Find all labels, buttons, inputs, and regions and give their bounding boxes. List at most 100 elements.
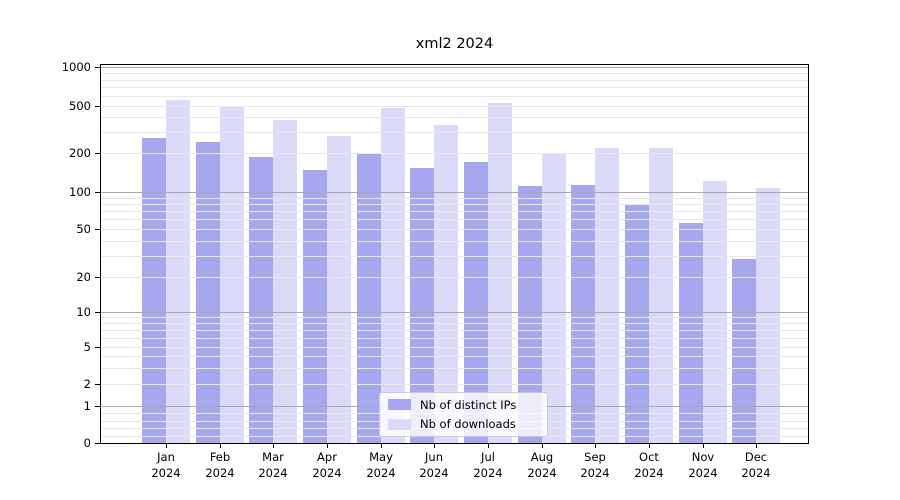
bar-downloads-may [380,108,405,443]
y-axis-tick-label: 10 [76,305,91,319]
y-axis-tick-label: 0 [83,436,91,450]
bar-distinct-ips-sep [571,185,596,443]
minor-gridline [101,356,808,357]
y-axis-tick [95,106,100,107]
minor-gridline [101,323,808,324]
x-axis-tick-label: Jan 2024 [151,450,181,480]
bar-distinct-ips-dec [732,259,757,443]
x-axis-tick-label: Apr 2024 [312,450,342,480]
minor-gridline [101,338,808,339]
legend: Nb of distinct IPs Nb of downloads [379,392,548,437]
minor-gridline [101,219,808,220]
y-axis-tick-label: 50 [76,222,91,236]
minor-gridline [101,132,808,133]
legend-item-downloads: Nb of downloads [388,415,539,435]
y-axis-tick-label: 20 [76,270,91,284]
y-axis-tick-label: 5 [83,340,91,354]
bar-distinct-ips-may [356,154,381,443]
y-axis-tick [95,347,100,348]
y-axis-tick-label: 2 [83,377,91,391]
minor-gridline [101,204,808,205]
x-axis-tick-label: Sep 2024 [580,450,610,480]
bar-downloads-apr [326,136,351,443]
x-axis-tick [756,444,757,448]
y-axis-tick [95,192,100,193]
minor-gridline [101,229,808,230]
y-axis-tick [95,443,100,444]
major-gridline [101,67,808,68]
y-axis-tick-label: 1000 [61,60,91,74]
minor-gridline [101,330,808,331]
x-axis-tick-label: Aug 2024 [527,450,557,480]
minor-gridline [101,211,808,212]
legend-label-distinct-ips: Nb of distinct IPs [420,397,517,412]
legend-swatch-downloads [388,418,411,430]
x-axis-tick [166,444,167,448]
minor-gridline [101,256,808,257]
minor-gridline [101,73,808,74]
x-axis-tick [703,444,704,448]
minor-gridline [101,153,808,154]
minor-gridline [101,241,808,242]
x-axis-tick [488,444,489,448]
x-axis-tick [220,444,221,448]
y-axis-tick [95,406,100,407]
minor-gridline [101,80,808,81]
legend-swatch-distinct-ips [388,399,411,411]
legend-label-downloads: Nb of downloads [420,417,516,432]
bar-distinct-ips-apr [302,170,327,443]
x-axis-tick [327,444,328,448]
legend-item-distinct-ips: Nb of distinct IPs [388,395,539,415]
y-axis-tick [95,384,100,385]
bar-distinct-ips-mar [249,157,274,443]
y-axis-tick [95,67,100,68]
minor-gridline [101,87,808,88]
minor-gridline [101,96,808,97]
x-axis-tick-label: Jun 2024 [419,450,449,480]
y-axis-tick-label: 500 [69,99,91,113]
minor-gridline [101,384,808,385]
x-axis-tick [273,444,274,448]
y-axis-tick [95,312,100,313]
x-axis-tick [542,444,543,448]
bar-distinct-ips-jan [142,137,166,443]
x-axis-tick-label: Mar 2024 [258,450,288,480]
y-axis-tick-label: 1 [83,399,91,413]
x-axis-tick [434,444,435,448]
x-axis-tick [381,444,382,448]
y-axis-tick [95,153,100,154]
y-axis-tick [95,229,100,230]
x-axis-tick [649,444,650,448]
bar-downloads-jun [434,124,459,443]
bar-downloads-oct [648,147,673,443]
bar-downloads-nov [702,180,727,443]
bar-downloads-mar [273,120,298,443]
minor-gridline [101,117,808,118]
minor-gridline [101,277,808,278]
x-axis-tick-label: Jul 2024 [473,450,503,480]
minor-gridline [101,198,808,199]
minor-gridline [101,106,808,107]
y-axis-tick-label: 200 [69,146,91,160]
minor-gridline [101,317,808,318]
x-axis-tick-label: Feb 2024 [205,450,235,480]
y-axis-tick [95,277,100,278]
bar-downloads-jan [166,100,190,443]
bar-distinct-ips-feb [195,141,220,443]
x-axis-tick-label: May 2024 [366,450,396,480]
chart-title: xml2 2024 [415,36,494,52]
bar-downloads-feb [219,106,244,443]
x-axis-tick-label: Dec 2024 [741,450,771,480]
bar-downloads-jul [487,102,512,443]
major-gridline [101,312,808,313]
x-axis-tick [595,444,596,448]
x-axis-tick-label: Oct 2024 [634,450,664,480]
minor-gridline [101,347,808,348]
bar-downloads-sep [595,147,620,443]
plot-area [100,64,809,444]
y-axis-tick-label: 100 [69,185,91,199]
minor-gridline [101,368,808,369]
bar-downloads-dec [756,188,781,443]
x-axis-tick-label: Nov 2024 [688,450,718,480]
